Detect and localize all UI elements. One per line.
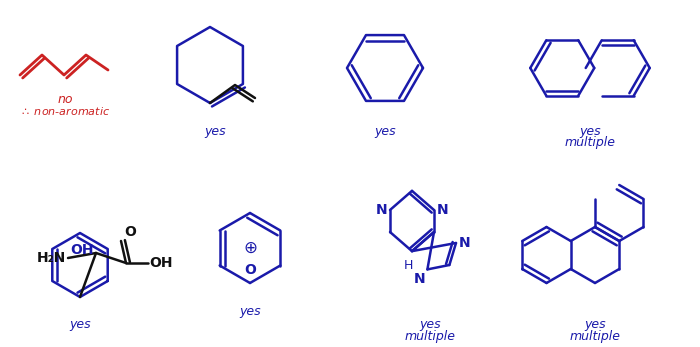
Text: $\therefore$ non-aromatic: $\therefore$ non-aromatic [20,105,111,117]
Text: yes: yes [579,125,601,138]
Text: OH: OH [149,256,172,270]
Text: N: N [459,236,470,250]
Text: $\oplus$: $\oplus$ [243,239,257,257]
Text: O: O [124,225,136,239]
Text: multiple: multiple [564,136,615,149]
Text: H: H [404,259,414,272]
Text: yes: yes [584,318,606,331]
Text: O: O [244,263,256,277]
Text: OH: OH [70,243,94,257]
Text: yes: yes [239,305,261,318]
Text: multiple: multiple [405,330,456,343]
Text: N: N [375,203,387,217]
Text: yes: yes [69,318,91,331]
Text: N: N [437,203,449,217]
Text: yes: yes [419,318,441,331]
Text: yes: yes [374,125,395,138]
Text: no: no [57,93,73,106]
Text: H₂N: H₂N [36,251,66,265]
Text: multiple: multiple [570,330,620,343]
Text: N: N [414,272,426,286]
Text: yes: yes [204,125,226,138]
